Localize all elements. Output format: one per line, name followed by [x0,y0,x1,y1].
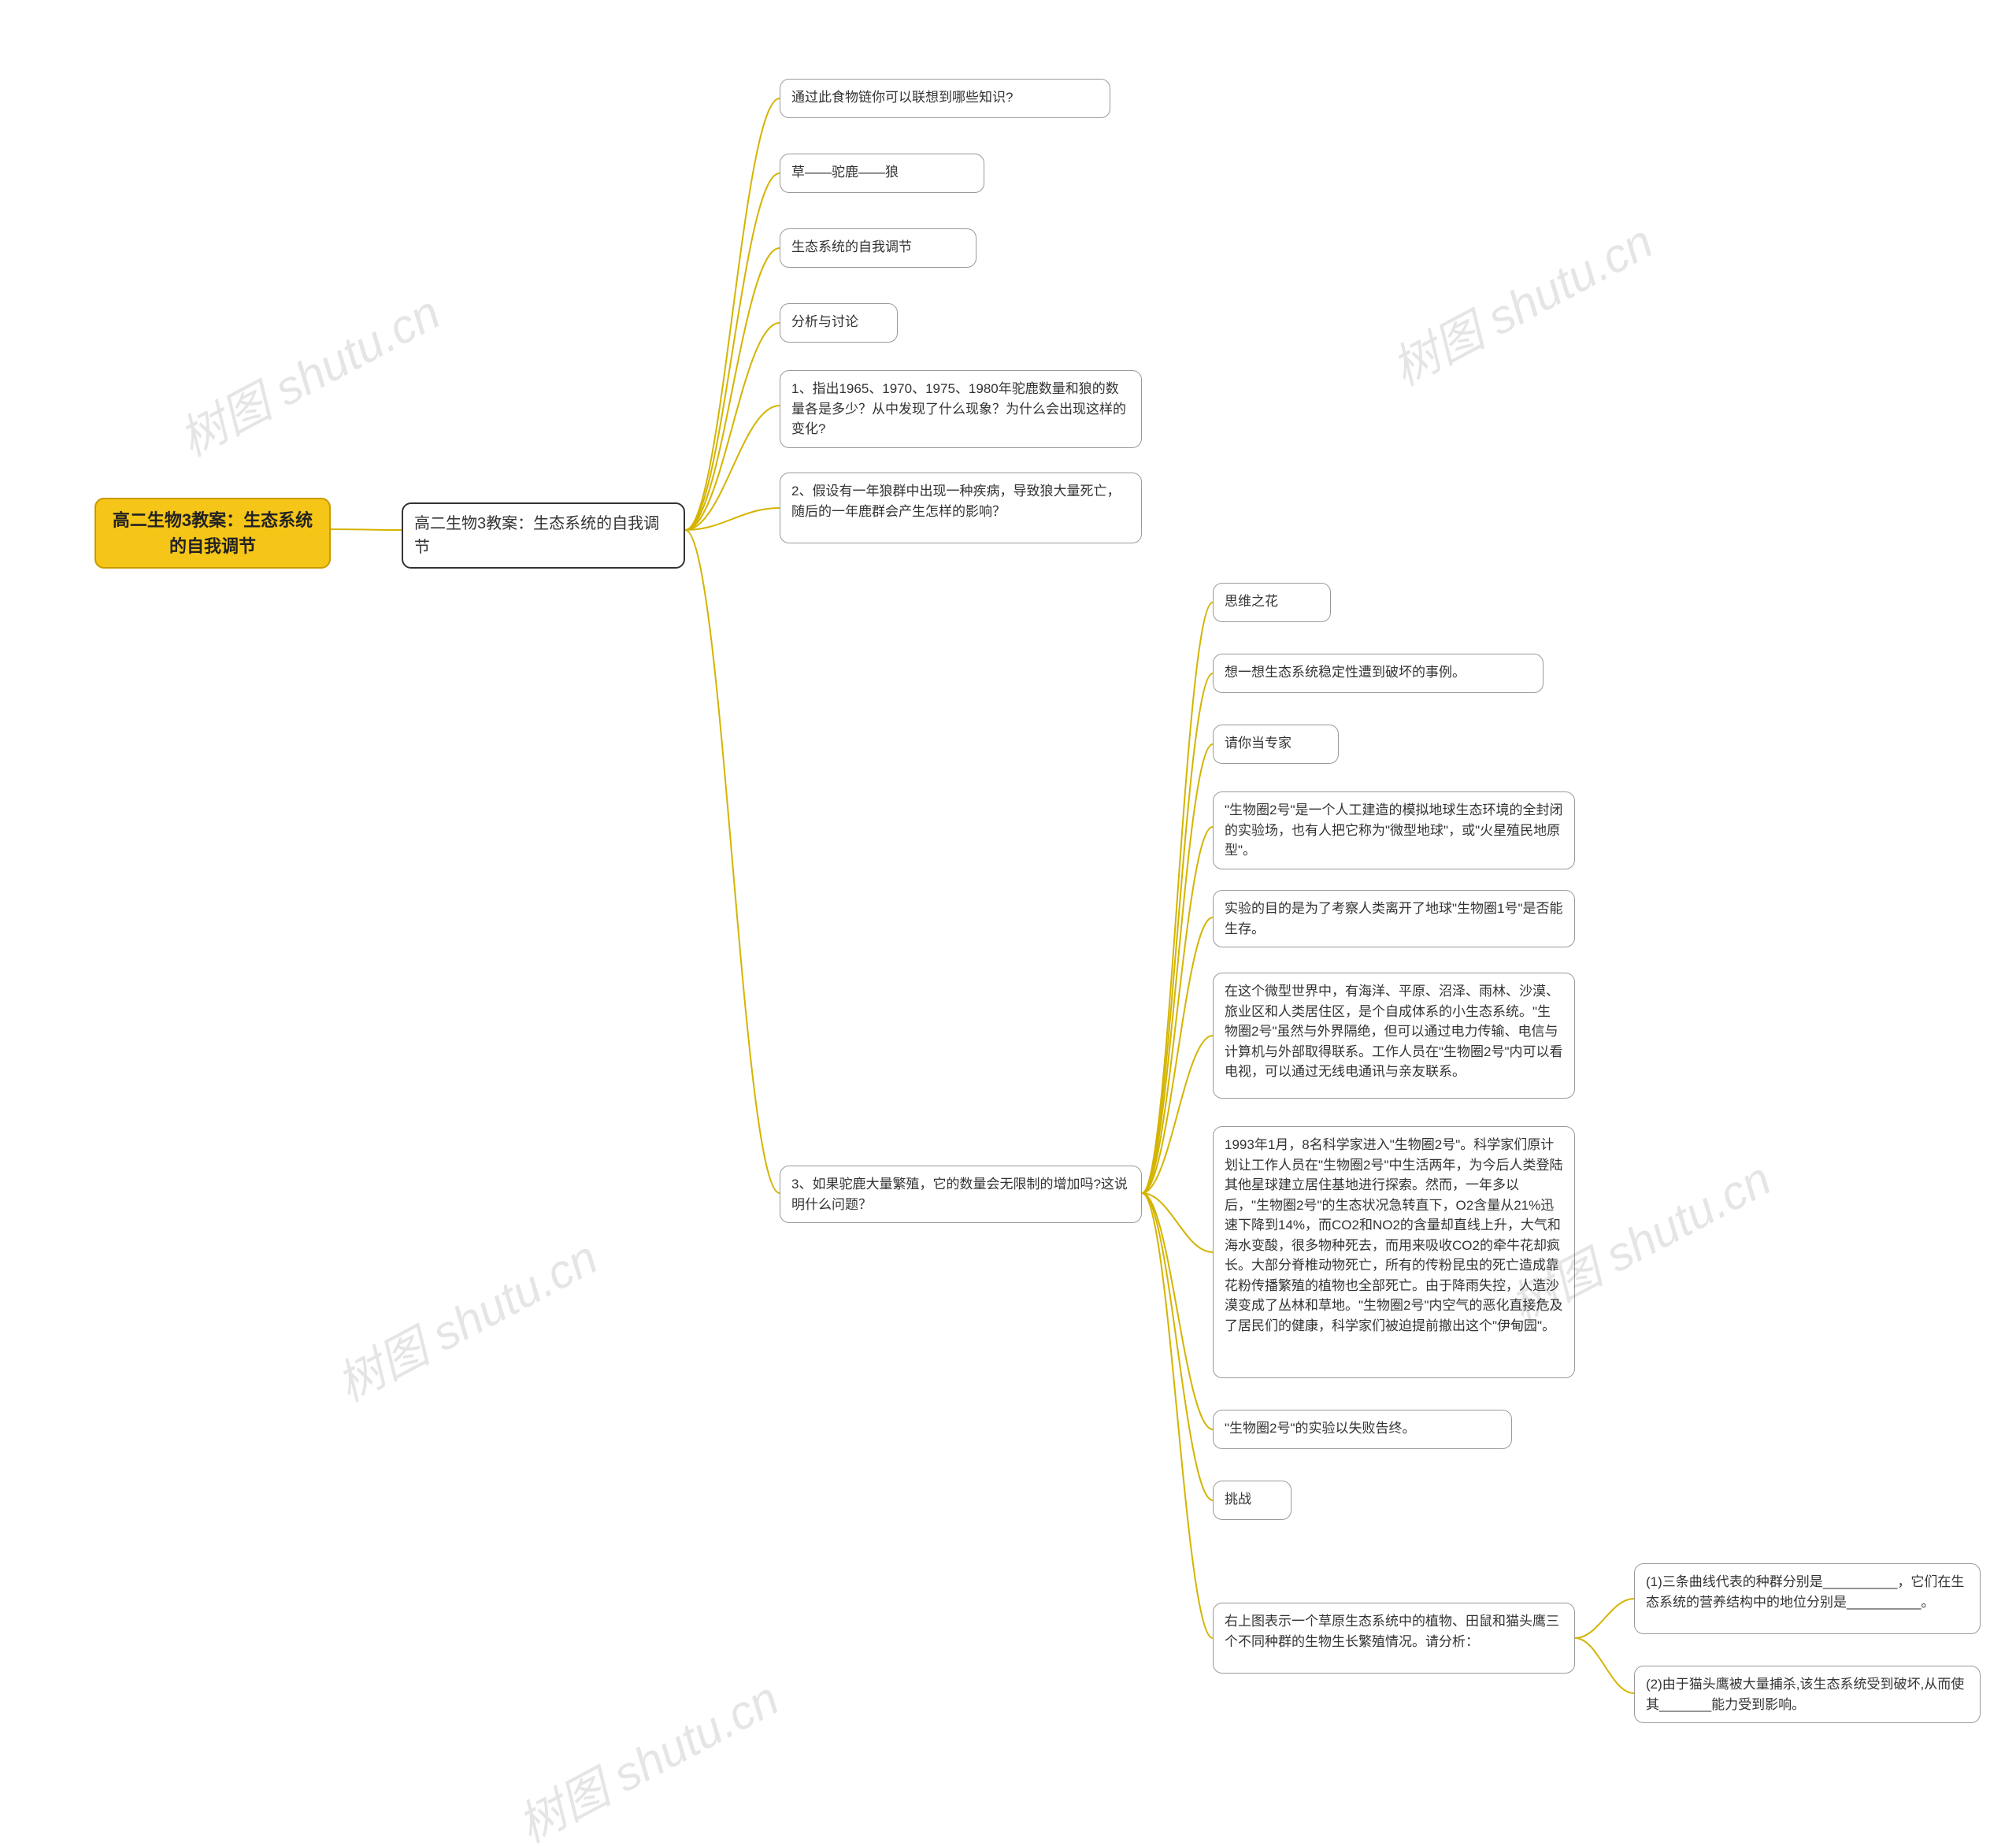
mindmap-node-c6: 2、假设有一年狼群中出现一种疾病，导致狼大量死亡，随后的一年鹿群会产生怎样的影响… [780,473,1142,543]
watermark: 树图 shutu.cn [1378,204,1663,398]
mindmap-node-c5: 1、指出1965、1970、1975、1980年驼鹿数量和狼的数量各是多少？从中… [780,370,1142,448]
mindmap-node-l1: 高二生物3教案：生态系统的自我调节 [402,502,685,569]
edge-root-l1 [331,529,402,530]
edge-c7-g8 [1142,1193,1213,1429]
mindmap-node-g4: "生物圈2号"是一个人工建造的模拟地球生态环境的全封闭的实验场，也有人把它称为"… [1213,791,1575,869]
mindmap-node-g3: 请你当专家 [1213,725,1339,764]
mindmap-node-g10: 右上图表示一个草原生态系统中的植物、田鼠和猫头鹰三个不同种群的生物生长繁殖情况。… [1213,1603,1575,1674]
mindmap-node-g6: 在这个微型世界中，有海洋、平原、沼泽、雨林、沙漠、旅业区和人类居住区，是个自成体… [1213,973,1575,1099]
mindmap-node-root: 高二生物3教案：生态系统的自我调节 [94,498,331,569]
edge-g10-h2 [1575,1638,1634,1693]
mindmap-node-g1: 思维之花 [1213,583,1331,622]
watermark: 树图 shutu.cn [165,275,450,469]
mindmap-node-c4: 分析与讨论 [780,303,898,343]
mindmap-node-c1: 通过此食物链你可以联想到哪些知识? [780,79,1110,118]
edge-l1-c7 [685,530,780,1193]
mindmap-node-c3: 生态系统的自我调节 [780,228,976,268]
edge-l1-c3 [685,248,780,530]
edge-l1-c6 [685,508,780,530]
edge-l1-c1 [685,98,780,530]
edge-c7-g6 [1142,1036,1213,1193]
mindmap-node-g7: 1993年1月，8名科学家进入"生物圈2号"。科学家们原计划让工作人员在"生物圈… [1213,1126,1575,1378]
mindmap-node-g5: 实验的目的是为了考察人类离开了地球"生物圈1号"是否能生存。 [1213,890,1575,947]
edge-c7-g10 [1142,1193,1213,1638]
edge-c7-g3 [1142,744,1213,1193]
edge-c7-g4 [1142,827,1213,1193]
edge-c7-g9 [1142,1193,1213,1500]
mindmap-node-g8: "生物圈2号"的实验以失败告终。 [1213,1410,1512,1449]
mindmap-node-h2: (2)由于猫头鹰被大量捕杀,该生态系统受到破坏,从而使其_______能力受到影… [1634,1666,1981,1723]
watermark: 树图 shutu.cn [323,1220,608,1414]
edge-c7-g1 [1142,602,1213,1193]
mindmap-node-c2: 草——驼鹿——狼 [780,154,984,193]
mindmap-node-h1: (1)三条曲线代表的种群分别是__________，它们在生态系统的营养结构中的… [1634,1563,1981,1634]
edge-l1-c5 [685,406,780,530]
edge-c7-g2 [1142,673,1213,1193]
edge-c7-g5 [1142,917,1213,1193]
mindmap-node-g2: 想一想生态系统稳定性遭到破坏的事例。 [1213,654,1544,693]
watermark: 树图 shutu.cn [504,1661,789,1846]
mindmap-node-c7: 3、如果驼鹿大量繁殖，它的数量会无限制的增加吗?这说明什么问题？ [780,1166,1142,1223]
edge-c7-g7 [1142,1193,1213,1252]
mindmap-node-g9: 挑战 [1213,1481,1292,1520]
edge-l1-c4 [685,323,780,530]
edge-l1-c2 [685,173,780,530]
edge-g10-h1 [1575,1599,1634,1638]
